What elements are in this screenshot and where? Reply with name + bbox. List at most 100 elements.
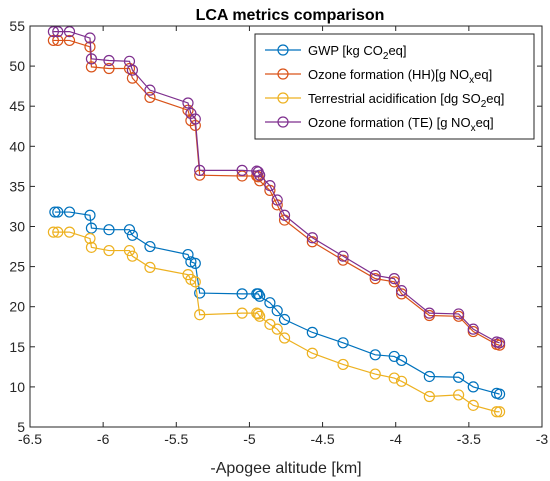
data-point xyxy=(306,236,318,248)
data-point xyxy=(63,34,76,47)
data-point xyxy=(126,250,138,262)
data-point xyxy=(47,34,60,47)
data-point xyxy=(453,371,465,383)
legend: GWP [kg CO2eq]Ozone formation (HH)[g NOx… xyxy=(254,33,535,140)
data-point xyxy=(236,170,248,182)
y-tick-label: 30 xyxy=(9,219,25,235)
data-point xyxy=(388,372,400,384)
data-point xyxy=(423,307,435,319)
data-point xyxy=(144,261,156,273)
data-point xyxy=(254,290,266,302)
y-tick-label: 5 xyxy=(17,419,25,435)
data-point xyxy=(103,54,115,67)
x-tick-label: -5.5 xyxy=(164,431,188,447)
legend-label-tail: eq] xyxy=(476,115,494,130)
data-point xyxy=(306,326,318,338)
y-tick-label: 15 xyxy=(9,339,25,355)
data-point xyxy=(337,254,349,266)
data-point xyxy=(337,250,349,262)
data-point xyxy=(369,368,381,380)
data-point xyxy=(182,248,194,261)
x-tick-label: -6 xyxy=(97,431,110,447)
data-point xyxy=(271,194,283,206)
data-point xyxy=(52,34,64,47)
data-point xyxy=(123,244,136,257)
data-point xyxy=(49,206,61,218)
data-point xyxy=(252,308,264,320)
data-point xyxy=(85,241,98,253)
series-3 xyxy=(47,226,506,418)
data-point xyxy=(189,257,201,269)
legend-label-subscript: 2 xyxy=(383,51,389,62)
plot-area-frame xyxy=(29,25,543,428)
x-tick-label: -5 xyxy=(243,431,256,447)
data-point xyxy=(252,288,264,300)
data-point xyxy=(85,61,98,73)
data-point xyxy=(103,224,115,236)
data-point xyxy=(52,226,64,238)
legend-entry: Terrestrial acidification [dg SO2eq] xyxy=(265,91,504,110)
data-point xyxy=(47,26,60,38)
legend-label-main: GWP [kg CO xyxy=(308,43,383,58)
legend-label-tail: eq] xyxy=(474,67,492,82)
series-line xyxy=(53,31,500,344)
legend-label-main: Terrestrial acidification [dg SO xyxy=(308,91,481,106)
axis-ticks: -6.5 -6 -5.5 -5 -4.5 -4 -3.5 -3 5 10 15 20 25 30 35 40 4… xyxy=(9,18,548,447)
legend-marker xyxy=(277,116,289,128)
y-tick-label: 20 xyxy=(9,299,25,315)
data-point xyxy=(467,381,479,393)
data-point xyxy=(144,240,156,253)
legend-label-main: Ozone formation (HH)[g NO xyxy=(308,67,469,82)
data-point xyxy=(126,229,138,241)
data-point xyxy=(388,273,400,285)
data-point xyxy=(254,169,266,181)
chart-title: LCA metrics comparison xyxy=(196,7,385,24)
data-point xyxy=(337,337,349,349)
data-point xyxy=(306,232,318,244)
data-point xyxy=(194,309,206,321)
data-point xyxy=(189,276,201,288)
data-point xyxy=(236,164,248,176)
data-point xyxy=(337,358,349,371)
data-point xyxy=(493,388,506,400)
data-point xyxy=(264,297,276,309)
series-1 xyxy=(49,206,506,400)
legend-entry: GWP [kg CO2eq] xyxy=(265,43,407,62)
data-point xyxy=(52,206,64,218)
series-group xyxy=(47,26,506,418)
data-point xyxy=(395,354,408,367)
data-point xyxy=(52,26,64,38)
y-tick-label: 50 xyxy=(9,58,25,74)
data-point xyxy=(369,269,381,282)
x-tick-label: -4 xyxy=(389,431,402,447)
data-point xyxy=(264,180,276,192)
legend-entry: Ozone formation (HH)[g NOxeq] xyxy=(265,67,492,86)
data-point xyxy=(47,226,60,238)
data-point xyxy=(453,308,465,320)
data-point xyxy=(491,406,503,418)
y-tick-label: 35 xyxy=(9,178,25,194)
data-point xyxy=(453,389,465,401)
series-line xyxy=(54,211,500,395)
legend-marker xyxy=(277,92,289,104)
y-tick-label: 10 xyxy=(9,379,25,395)
data-point xyxy=(423,370,435,383)
legend-marker xyxy=(277,44,289,56)
y-tick-label: 55 xyxy=(9,18,25,34)
legend-label: GWP [kg CO2eq] xyxy=(308,43,407,62)
data-point xyxy=(278,209,291,221)
y-tick-label: 40 xyxy=(9,138,25,154)
data-point xyxy=(423,390,435,403)
legend-label-tail: eq] xyxy=(486,91,504,106)
data-point xyxy=(493,406,506,418)
data-point xyxy=(493,337,506,349)
legend-label: Ozone formation (HH)[g NOxeq] xyxy=(308,67,492,86)
data-point xyxy=(63,26,76,38)
data-point xyxy=(144,84,156,96)
x-tick-label: -3.5 xyxy=(457,431,481,447)
legend-label-tail: eq] xyxy=(388,43,406,58)
legend-label: Terrestrial acidification [dg SO2eq] xyxy=(308,91,504,110)
series-line xyxy=(53,231,500,413)
